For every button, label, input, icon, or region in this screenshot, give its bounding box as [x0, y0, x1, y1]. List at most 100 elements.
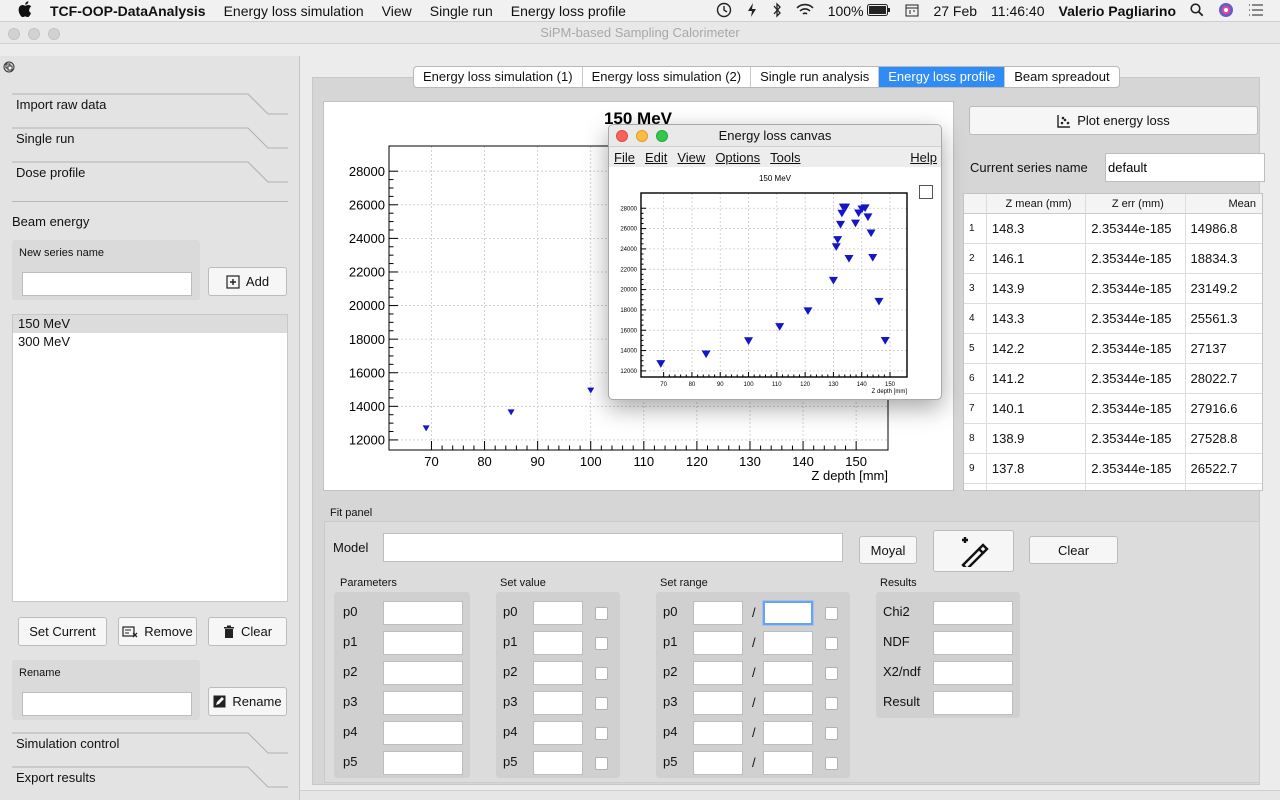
tab-energy-loss-simulation-2[interactable]: Energy loss simulation (2) [583, 67, 752, 87]
series-item[interactable]: 300 MeV [18, 334, 71, 349]
zoom-window-button[interactable] [48, 28, 60, 40]
table-cell[interactable]: 143.9 [985, 274, 1085, 303]
range-min-field[interactable] [693, 601, 743, 625]
fix-value-checkbox[interactable] [595, 637, 608, 650]
fix-value-checkbox[interactable] [595, 727, 608, 740]
series-list[interactable]: 150 MeV 300 MeV [12, 314, 288, 602]
table-cell[interactable]: 2.35344e-185 [1085, 274, 1184, 303]
wifi-icon[interactable] [789, 3, 821, 20]
section-dose-profile[interactable]: Dose profile [12, 160, 288, 192]
range-min-field[interactable] [693, 691, 743, 715]
canvas-checkbox[interactable] [919, 185, 933, 199]
table-row[interactable]: 9 137.8 2.35344e-185 26522.7 [964, 454, 1262, 484]
col-header[interactable]: Z err (mm) [1085, 194, 1184, 213]
table-cell[interactable]: 27916.6 [1184, 394, 1262, 423]
tab-single-run-analysis[interactable]: Single run analysis [751, 67, 880, 87]
param-value-field[interactable] [383, 721, 463, 745]
clock-time[interactable]: 11:46:40 [991, 3, 1045, 19]
menu-view[interactable]: View [381, 2, 412, 19]
range-max-field[interactable] [763, 751, 813, 775]
set-value-field[interactable] [533, 601, 583, 625]
result-field[interactable] [933, 631, 1013, 655]
moyal-button[interactable]: Moyal [859, 536, 917, 564]
section-import-raw-data[interactable]: Import raw data [12, 92, 288, 124]
close-window-button[interactable] [8, 28, 20, 40]
canvas-menu-view[interactable]: View [677, 149, 706, 165]
table-cell[interactable]: 148.3 [985, 214, 1085, 243]
table-cell[interactable]: 140.1 [985, 394, 1085, 423]
param-value-field[interactable] [383, 751, 463, 775]
fix-range-checkbox[interactable] [825, 637, 838, 650]
table-cell[interactable]: 137.8 [985, 454, 1085, 483]
table-cell[interactable]: 2.35344e-185 [1085, 364, 1184, 393]
menu-single-run[interactable]: Single run [429, 2, 493, 19]
canvas-menu-help[interactable]: Help [910, 149, 937, 165]
tab-beam-spreadout[interactable]: Beam spreadout [1014, 69, 1110, 84]
table-cell[interactable]: 28022.7 [1184, 364, 1262, 393]
battery-status[interactable]: 100% [821, 3, 899, 19]
table-row[interactable]: 1 148.3 2.35344e-185 14986.8 [964, 214, 1262, 244]
col-header[interactable]: Mean [1184, 194, 1263, 213]
param-value-field[interactable] [383, 691, 463, 715]
range-max-field[interactable] [763, 601, 813, 625]
fix-range-checkbox[interactable] [825, 697, 838, 710]
set-value-field[interactable] [533, 751, 583, 775]
table-cell[interactable]: 142.2 [985, 334, 1085, 363]
fix-range-checkbox[interactable] [825, 607, 838, 620]
range-max-field[interactable] [763, 691, 813, 715]
add-series-button[interactable]: Add [208, 267, 287, 296]
table-cell[interactable]: 2.35344e-185 [1085, 424, 1184, 453]
table-cell[interactable]: 141.2 [985, 364, 1085, 393]
range-max-field[interactable] [763, 661, 813, 685]
canvas-menu-options[interactable]: Options [715, 149, 761, 165]
rename-input[interactable] [22, 692, 192, 716]
clear-series-button[interactable]: Clear [208, 617, 287, 646]
fix-value-checkbox[interactable] [595, 667, 608, 680]
param-value-field[interactable] [383, 661, 463, 685]
app-menu[interactable]: TCF-OOP-DataAnalysis [50, 2, 206, 19]
range-min-field[interactable] [693, 661, 743, 685]
canvas-menu-tools[interactable]: Tools [770, 149, 801, 165]
clear-fit-button[interactable]: Clear [1029, 536, 1118, 564]
set-value-field[interactable] [533, 691, 583, 715]
search-icon[interactable] [1183, 2, 1211, 20]
table-cell[interactable]: 18834.3 [1184, 244, 1262, 273]
set-value-field[interactable] [533, 721, 583, 745]
time-machine-icon[interactable] [709, 2, 739, 21]
set-value-field[interactable] [533, 661, 583, 685]
result-field[interactable] [933, 601, 1013, 625]
table-cell[interactable]: 146.1 [985, 244, 1085, 273]
table-cell[interactable]: 2.35344e-185 [1085, 244, 1184, 273]
table-row[interactable]: 7 140.1 2.35344e-185 27916.6 [964, 394, 1262, 424]
remove-series-button[interactable]: Remove [118, 617, 197, 646]
apple-icon[interactable] [0, 1, 41, 20]
range-min-field[interactable] [693, 751, 743, 775]
canvas-close-button[interactable] [616, 130, 628, 142]
table-cell[interactable]: 143.3 [985, 304, 1085, 333]
energy-loss-canvas-window[interactable]: Energy loss canvas File Edit View Option… [608, 124, 942, 400]
menu-energy-loss-profile[interactable]: Energy loss profile [510, 2, 626, 19]
fix-range-checkbox[interactable] [825, 757, 838, 770]
section-single-run[interactable]: Single run [12, 126, 288, 158]
table-cell[interactable]: 138.9 [985, 424, 1085, 453]
results-table[interactable]: Z mean (mm) Z err (mm) Mean 1 148.3 2.3534… [963, 193, 1263, 491]
bluetooth-icon[interactable] [765, 1, 789, 21]
power-icon[interactable] [739, 2, 765, 21]
section-simulation-control[interactable]: Simulation control [12, 731, 288, 763]
series-item[interactable]: 150 MeV [13, 315, 287, 333]
col-header[interactable]: Z mean (mm) [985, 194, 1085, 213]
param-value-field[interactable] [383, 601, 463, 625]
table-row[interactable]: 8 138.9 2.35344e-185 27528.8 [964, 424, 1262, 454]
current-series-input[interactable] [1105, 153, 1265, 182]
table-cell[interactable]: 25561.3 [1184, 304, 1262, 333]
range-min-field[interactable] [693, 721, 743, 745]
fit-button[interactable] [933, 530, 1014, 572]
fix-value-checkbox[interactable] [595, 607, 608, 620]
range-min-field[interactable] [693, 631, 743, 655]
table-row[interactable]: 2 146.1 2.35344e-185 18834.3 [964, 244, 1262, 274]
range-max-field[interactable] [763, 721, 813, 745]
table-cell[interactable]: 2.35344e-185 [1085, 394, 1184, 423]
notification-center-icon[interactable] [1241, 3, 1280, 19]
menu-energy-loss-simulation[interactable]: Energy loss simulation [223, 2, 364, 19]
tab-energy-loss-profile[interactable]: Energy loss profile [879, 67, 1006, 87]
